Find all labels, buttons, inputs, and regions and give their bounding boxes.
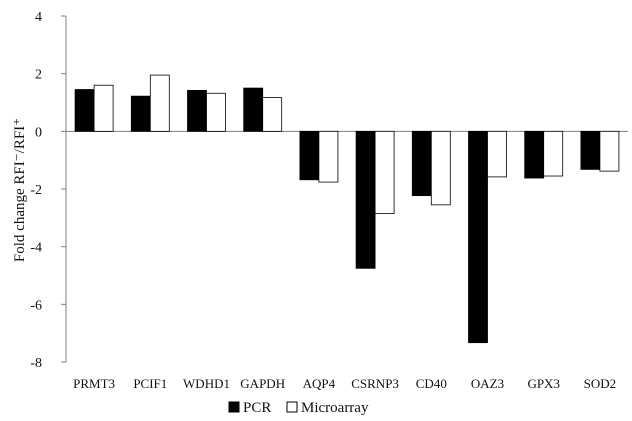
bar-microarray-sod2 (599, 130, 620, 172)
bar-microarray-prmt3 (93, 84, 114, 132)
bar-microarray-pcif1 (149, 74, 170, 132)
category-label-aqp4: AQP4 (303, 376, 336, 391)
y-tick-label-2: 0 (35, 125, 42, 140)
category-label-cd40: CD40 (416, 376, 447, 391)
category-label-gpx3: GPX3 (527, 376, 560, 391)
bar-microarray-csrnp3 (374, 130, 395, 214)
y-tick-label-0: 4 (35, 10, 42, 25)
bar-microarray-wdhd1 (206, 92, 226, 132)
y-tick-label-5: -6 (30, 298, 42, 313)
bar-pcr-gpx3 (524, 130, 545, 179)
y-tick-label-6: -8 (30, 356, 42, 371)
category-label-sod2: SOD2 (584, 376, 617, 391)
y-axis-label: Fold change RFI⁻/RFI⁺ (12, 118, 28, 262)
labels: PRMT3 PCIF1 WDHD1 GAPDH AQP4 CSRNP3 CD40 OAZ3 GP… (73, 376, 616, 391)
bar-pcr-csrnp3 (355, 130, 376, 269)
legend-swatch-microarray (286, 401, 298, 413)
category-label-gapdh: GAPDH (240, 376, 285, 391)
bar-pcr-oaz3 (468, 130, 488, 344)
legend: PCR Microarray (228, 400, 369, 416)
category-label-wdhd1: WDHD1 (183, 376, 230, 391)
axes: 4 2 0 -2 -4 -6 -8 (30, 10, 628, 371)
bars (74, 74, 620, 344)
category-label-prmt3: PRMT3 (73, 376, 115, 391)
category-label-oaz3: OAZ3 (471, 376, 504, 391)
bar-pcr-aqp4 (299, 130, 320, 181)
bar-pcr-prmt3 (74, 89, 95, 132)
bar-microarray-cd40 (430, 130, 451, 206)
legend-swatch-pcr (228, 401, 240, 413)
bar-pcr-pcif1 (130, 95, 151, 132)
bar-microarray-aqp4 (318, 130, 339, 183)
y-tick-label-4: -4 (30, 241, 42, 256)
bar-pcr-wdhd1 (187, 89, 207, 132)
bar-pcr-gapdh (243, 87, 264, 132)
bar-pcr-cd40 (411, 130, 432, 197)
bar-pcr-sod2 (580, 130, 601, 170)
y-tick-label-1: 2 (35, 68, 42, 83)
legend-label-microarray: Microarray (301, 400, 369, 416)
y-tick-label-3: -2 (30, 183, 42, 198)
bar-microarray-oaz3 (487, 130, 507, 178)
bar-microarray-gapdh (262, 97, 283, 132)
bar-microarray-gpx3 (543, 130, 564, 177)
category-label-csrnp3: CSRNP3 (351, 376, 399, 391)
legend-label-pcr: PCR (243, 400, 271, 416)
category-label-pcif1: PCIF1 (133, 376, 167, 391)
